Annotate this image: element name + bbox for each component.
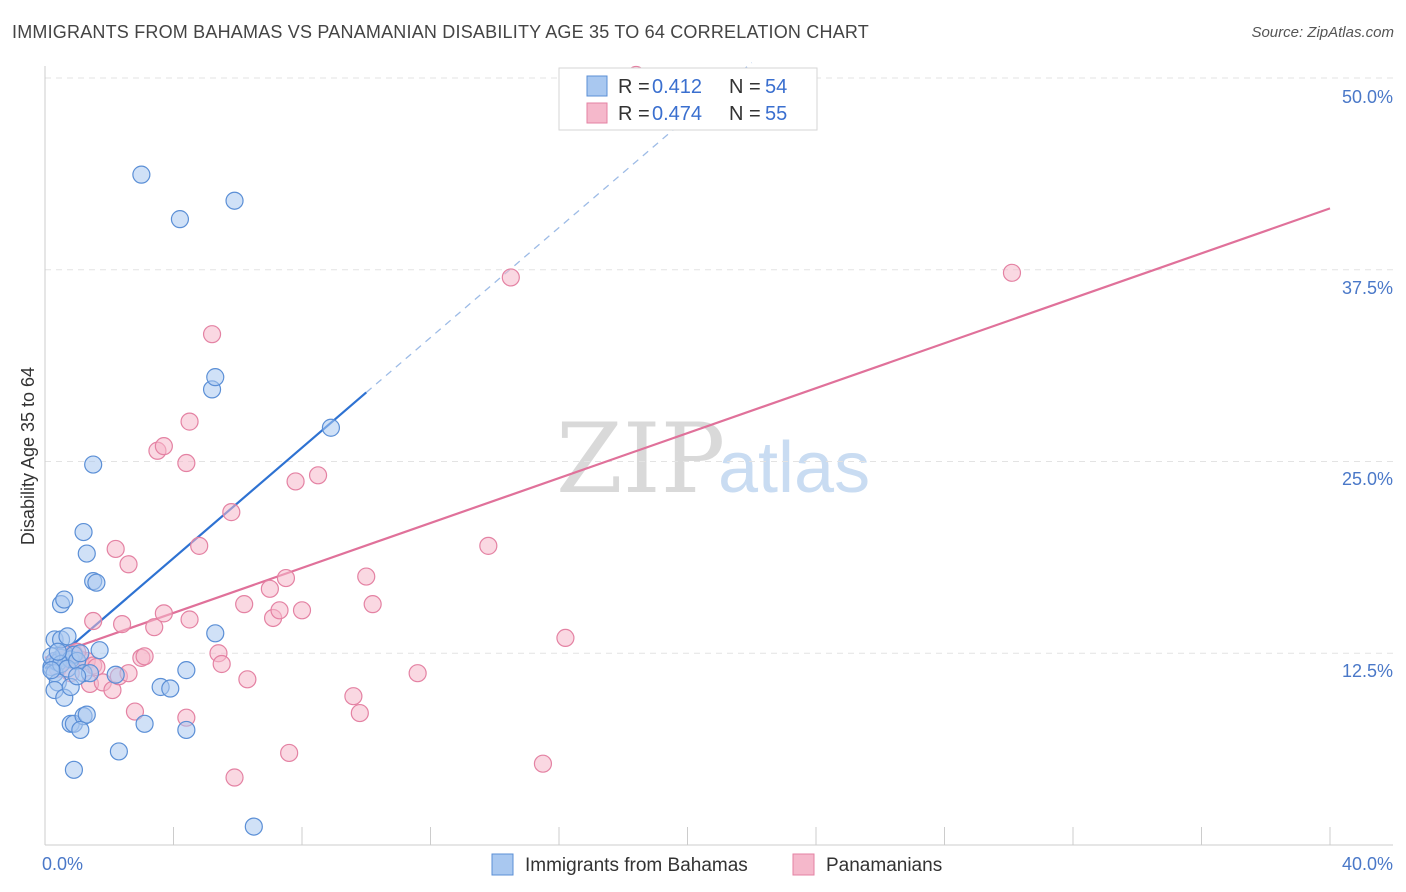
y-tick-label-37-5: 37.5%: [1342, 278, 1393, 298]
point-panamanians: [292, 601, 312, 620]
point-panamanians: [222, 503, 241, 522]
point-panamanians: [225, 768, 244, 787]
x-tick-label-min: 0.0%: [42, 854, 83, 874]
point-panamanians: [119, 555, 138, 574]
point-panamanians: [408, 664, 427, 683]
axes: [44, 66, 1393, 846]
point-bahamas: [84, 455, 103, 474]
legend-n-label-2: N =: [729, 103, 766, 125]
point-bahamas: [106, 665, 125, 684]
legend-r-label-2: R =: [618, 103, 655, 125]
legend-n-label-1: N =: [729, 76, 766, 98]
y-tick-label-25: 25.0%: [1342, 469, 1393, 489]
legend-n-value-2: 55: [765, 103, 787, 125]
point-bahamas: [77, 705, 96, 724]
point-panamanians: [238, 670, 257, 689]
legend-n-value-1: 54: [765, 76, 787, 98]
point-panamanians: [350, 703, 369, 723]
point-panamanians: [125, 702, 145, 721]
point-panamanians: [308, 466, 328, 485]
point-panamanians: [260, 579, 279, 598]
point-bahamas: [109, 742, 128, 761]
point-panamanians: [112, 615, 132, 634]
point-panamanians: [84, 611, 103, 631]
bottom-legend-label-bahamas: Immigrants from Bahamas: [525, 855, 748, 876]
point-bahamas: [321, 418, 341, 437]
grid-lines: [45, 77, 1393, 654]
point-bahamas: [48, 642, 67, 661]
point-bahamas: [206, 624, 225, 643]
trend-line-panamanians: [44, 207, 1331, 659]
watermark-atlas: atlas: [718, 428, 870, 508]
bottom-legend-swatch-panamanians: [792, 853, 815, 876]
watermark: ZIP atlas: [556, 403, 870, 515]
point-panamanians: [280, 743, 299, 763]
point-bahamas: [170, 210, 190, 229]
point-panamanians: [212, 654, 231, 674]
point-panamanians: [180, 412, 199, 431]
trend-lines: [44, 62, 1331, 670]
y-axis-title: Disability Age 35 to 64: [18, 367, 38, 545]
point-panamanians: [154, 604, 173, 623]
point-panamanians: [286, 472, 305, 491]
point-panamanians: [202, 325, 222, 344]
point-bahamas: [206, 368, 225, 387]
point-panamanians: [556, 628, 575, 648]
point-panamanians: [344, 687, 363, 706]
point-panamanians: [270, 601, 289, 620]
legend-r-value-2: 0.474: [652, 103, 702, 125]
point-bahamas: [225, 191, 244, 210]
point-panamanians: [145, 618, 164, 637]
point-bahamas: [135, 714, 154, 733]
point-bahamas: [68, 667, 87, 686]
point-panamanians: [235, 595, 254, 614]
chart-title: IMMIGRANTS FROM BAHAMAS VS PANAMANIAN DI…: [12, 22, 869, 42]
bottom-legend-swatch-bahamas: [491, 853, 514, 876]
point-panamanians: [533, 754, 553, 773]
point-panamanians: [363, 595, 382, 614]
point-bahamas: [71, 644, 90, 663]
legend-r-value-1: 0.412: [652, 76, 702, 98]
legend-swatch-bahamas: [586, 75, 608, 97]
data-points: [42, 65, 1022, 836]
point-bahamas: [90, 641, 109, 660]
watermark-zip: ZIP: [556, 403, 725, 515]
point-bahamas: [58, 627, 77, 646]
point-bahamas: [132, 165, 151, 184]
point-bahamas: [177, 720, 196, 740]
point-bahamas: [55, 590, 74, 609]
point-bahamas: [77, 544, 96, 563]
point-panamanians: [154, 437, 173, 456]
point-panamanians: [106, 539, 125, 559]
point-panamanians: [1002, 263, 1022, 282]
y-tick-label-12-5: 12.5%: [1342, 661, 1393, 681]
y-tick-label-50: 50.0%: [1342, 87, 1393, 107]
point-panamanians: [357, 567, 376, 586]
point-panamanians: [177, 453, 196, 473]
chart-source: Source: ZipAtlas.com: [1251, 24, 1394, 41]
point-bahamas: [87, 573, 106, 592]
point-bahamas: [74, 522, 93, 542]
point-panamanians: [190, 536, 209, 555]
point-bahamas: [42, 661, 61, 680]
x-tick-label-max: 40.0%: [1342, 854, 1393, 874]
point-bahamas: [161, 679, 180, 698]
point-bahamas: [177, 661, 196, 680]
point-bahamas: [244, 817, 263, 836]
point-bahamas: [71, 720, 90, 740]
point-panamanians: [135, 647, 154, 666]
legend-r-label-1: R =: [618, 76, 655, 98]
bottom-legend-label-panamanians: Panamanians: [826, 855, 942, 876]
bottom-legend: Immigrants from Bahamas Panamanians: [491, 853, 942, 876]
point-bahamas: [64, 760, 84, 779]
legend-box: R = 0.412 N = 54 R = 0.474 N = 55: [558, 67, 818, 131]
point-panamanians: [501, 268, 520, 287]
point-panamanians: [479, 536, 498, 555]
point-panamanians: [276, 568, 296, 588]
point-panamanians: [180, 610, 199, 629]
legend-swatch-panamanians: [586, 102, 608, 124]
